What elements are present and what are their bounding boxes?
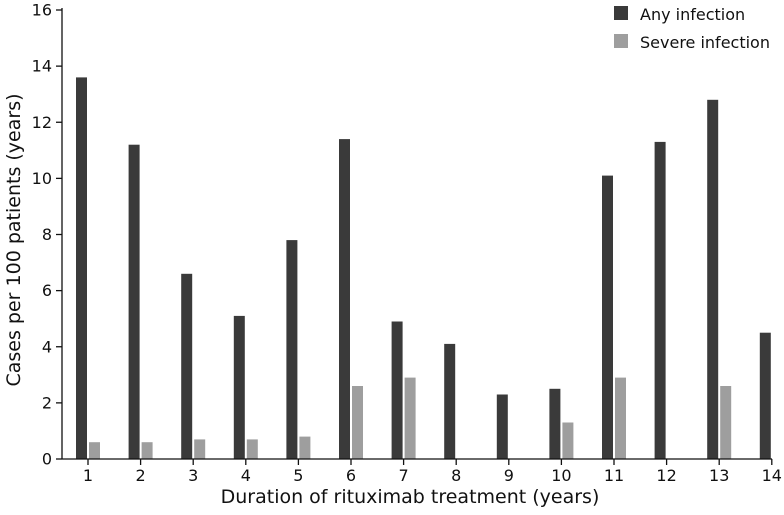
y-tick-label: 10 [32, 169, 52, 188]
y-tick-label: 4 [42, 337, 52, 356]
x-tick-label: 11 [604, 466, 624, 485]
bar-any-infection-10 [549, 388, 561, 459]
x-tick-label: 5 [293, 466, 303, 485]
bar-any-infection-9 [496, 394, 508, 459]
bar-any-infection-2 [128, 144, 140, 459]
y-axis-title: Cases per 100 patients (years) [3, 93, 25, 386]
x-tick-label: 8 [451, 466, 461, 485]
y-tick-label: 0 [42, 450, 52, 469]
x-tick-label: 3 [188, 466, 198, 485]
bar-any-infection-8 [444, 343, 456, 459]
x-tick-label: 2 [136, 466, 146, 485]
legend-label-any-infection: Any infection [640, 5, 745, 24]
legend: Any infection Severe infection [614, 5, 770, 52]
x-tick-label: 12 [656, 466, 676, 485]
bar-severe-infection-10 [562, 422, 574, 459]
x-axis-title: Duration of rituximab treatment (years) [221, 486, 600, 508]
bar-severe-infection-4 [246, 439, 258, 459]
x-tick-label: 7 [399, 466, 409, 485]
legend-swatch-severe-infection [614, 34, 628, 48]
bar-severe-infection-13 [720, 386, 732, 459]
bar-severe-infection-5 [299, 436, 311, 459]
y-tick-label: 8 [42, 225, 52, 244]
bar-severe-infection-2 [141, 442, 153, 459]
legend-swatch-any-infection [614, 6, 628, 20]
y-tick-label: 16 [32, 1, 52, 20]
bar-severe-infection-11 [615, 377, 626, 459]
x-tick-label: 10 [551, 466, 571, 485]
bar-any-infection-4 [233, 315, 245, 459]
x-tick-label: 14 [762, 466, 782, 485]
bar-any-infection-11 [602, 175, 613, 459]
bar-any-infection-5 [286, 240, 298, 459]
bar-any-infection-7 [391, 321, 403, 459]
x-tick-label: 1 [83, 466, 93, 485]
bar-any-infection-14 [759, 332, 771, 459]
y-tick-label: 6 [42, 281, 52, 300]
bars-group [76, 77, 771, 460]
x-tick-label: 6 [346, 466, 356, 485]
x-tick-label: 4 [241, 466, 251, 485]
x-tick-label: 13 [709, 466, 729, 485]
bar-severe-infection-3 [194, 439, 206, 459]
bar-any-infection-1 [76, 77, 87, 460]
x-tick-label: 9 [504, 466, 514, 485]
y-tick-label: 14 [32, 57, 52, 76]
y-tick-label: 12 [32, 113, 52, 132]
y-tick-label: 2 [42, 393, 52, 412]
legend-label-severe-infection: Severe infection [640, 33, 770, 52]
bar-any-infection-6 [339, 139, 350, 459]
bar-any-infection-3 [181, 273, 193, 459]
bar-severe-infection-7 [404, 377, 416, 459]
bar-severe-infection-1 [89, 442, 100, 459]
bar-severe-infection-6 [352, 386, 363, 459]
bar-any-infection-12 [654, 141, 666, 459]
bar-any-infection-13 [707, 99, 719, 460]
